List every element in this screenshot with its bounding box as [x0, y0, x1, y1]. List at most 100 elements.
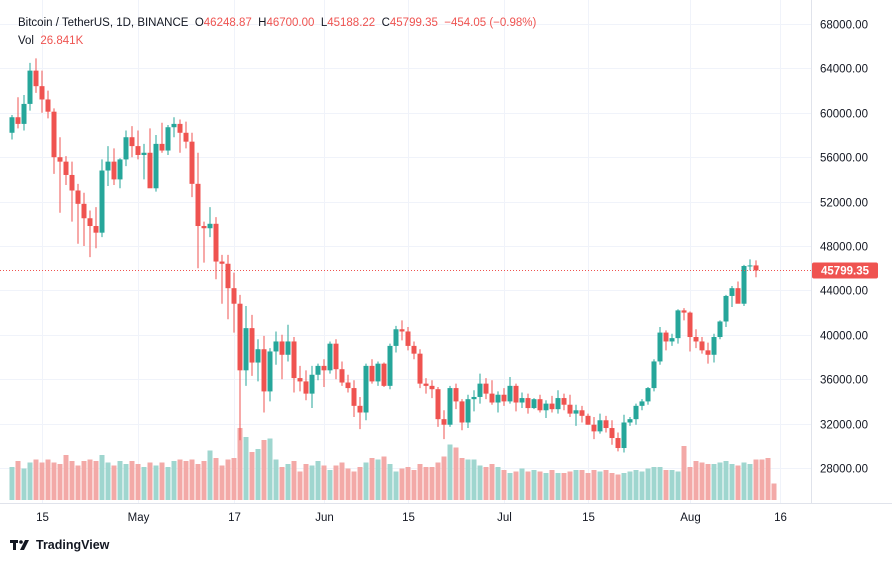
- candle-body: [33, 70, 39, 87]
- volume-bar: [285, 464, 291, 500]
- price-tick-label: 60000.00: [820, 109, 868, 121]
- volume-bar: [489, 464, 495, 500]
- candle-body: [561, 398, 567, 405]
- candle-body: [183, 132, 189, 142]
- volume-bar: [477, 465, 483, 500]
- candle-body: [753, 265, 759, 271]
- candle-body: [423, 383, 429, 386]
- price-axis[interactable]: 28000.00 32000.00 36000.00 40000.00 44000.00…: [820, 20, 868, 476]
- candle-body: [135, 146, 141, 155]
- candle-body: [543, 403, 549, 411]
- time-axis[interactable]: 15 May 17 Jun 15 Jul 15 Aug 16: [36, 512, 787, 524]
- candle-body: [429, 385, 435, 390]
- candle-body: [57, 157, 63, 162]
- volume-bar: [315, 461, 321, 500]
- candle-body: [207, 223, 213, 229]
- volume-bar: [33, 459, 39, 500]
- candle-body: [579, 410, 585, 416]
- candle-body: [591, 424, 597, 432]
- candle-body: [477, 383, 483, 397]
- volume-bar: [93, 461, 99, 500]
- volume-bar: [699, 462, 705, 500]
- candle-body: [447, 388, 453, 425]
- time-tick-label: 17: [228, 512, 241, 524]
- volume-bar: [267, 438, 273, 500]
- volume-bar: [81, 461, 87, 500]
- volume-bar: [687, 467, 693, 500]
- volume-bar: [345, 468, 351, 500]
- volume-bar: [201, 461, 207, 500]
- high-value: 46700.00: [266, 17, 315, 29]
- volume-bar: [513, 471, 519, 500]
- candle-body: [363, 365, 369, 413]
- candle-body: [345, 382, 351, 389]
- volume-bar: [231, 458, 237, 500]
- candle-body: [225, 263, 231, 289]
- volume-bar: [51, 462, 57, 500]
- volume-bar: [357, 467, 363, 500]
- volume-label: Vol: [18, 35, 34, 47]
- volume-bar: [393, 471, 399, 500]
- volume-bar: [543, 473, 549, 500]
- volume-bar: [15, 461, 21, 500]
- price-tick-label: 36000.00: [820, 375, 868, 387]
- volume-bar: [273, 459, 279, 500]
- candle-body: [87, 218, 93, 227]
- candle-body: [531, 399, 537, 409]
- volume-bar: [483, 467, 489, 500]
- candle-body: [291, 341, 297, 379]
- volume-bar: [597, 471, 603, 500]
- volume-bar: [339, 462, 345, 500]
- candle-body: [159, 143, 165, 151]
- candle-body: [471, 396, 477, 400]
- candle-body: [639, 401, 645, 406]
- volume-bar: [21, 468, 27, 500]
- candle-body: [375, 363, 381, 382]
- volume-bar: [327, 470, 333, 500]
- candle-body: [537, 399, 543, 411]
- tradingview-logo[interactable]: TradingView: [10, 538, 109, 552]
- candle-body: [729, 288, 735, 296]
- volume-bar: [717, 462, 723, 500]
- price-tick-label: 40000.00: [820, 331, 868, 343]
- candle-body: [21, 103, 27, 124]
- symbol-title[interactable]: Bitcoin / TetherUS, 1D, BINANCE: [18, 17, 189, 29]
- candle-body: [297, 378, 303, 382]
- volume-bar: [447, 444, 453, 500]
- volume-bar: [183, 461, 189, 500]
- volume-bar: [669, 470, 675, 500]
- last-price-badge: 45799.35: [812, 262, 878, 279]
- candle-body: [117, 159, 123, 180]
- candle-body: [15, 117, 21, 124]
- volume-bar: [387, 464, 393, 500]
- volume-bar: [399, 468, 405, 500]
- candle-body: [441, 419, 447, 425]
- candle-body: [255, 349, 261, 363]
- volume-bar: [381, 456, 387, 500]
- candle-body: [567, 404, 573, 414]
- volume-bar: [75, 465, 81, 500]
- candle-body: [351, 388, 357, 406]
- candle-body: [213, 223, 219, 262]
- volume-bar: [63, 455, 69, 500]
- volume-bar: [633, 470, 639, 500]
- candle-body: [333, 343, 339, 370]
- volume-bar: [693, 461, 699, 500]
- candle-body: [645, 388, 651, 402]
- volume-bar: [567, 471, 573, 500]
- candle-body: [483, 383, 489, 394]
- candle-body: [219, 261, 225, 264]
- volume-bar: [723, 461, 729, 500]
- volume-bar: [411, 470, 417, 500]
- candle-body: [105, 161, 111, 171]
- volume-bar: [561, 473, 567, 500]
- volume-bar: [57, 464, 63, 500]
- candle-body: [147, 152, 153, 189]
- volume-bar: [321, 465, 327, 500]
- volume-bar: [603, 470, 609, 500]
- candle-body: [153, 143, 159, 189]
- volume-bar: [237, 428, 243, 500]
- candle-body: [399, 329, 405, 332]
- volume-bar: [591, 470, 597, 500]
